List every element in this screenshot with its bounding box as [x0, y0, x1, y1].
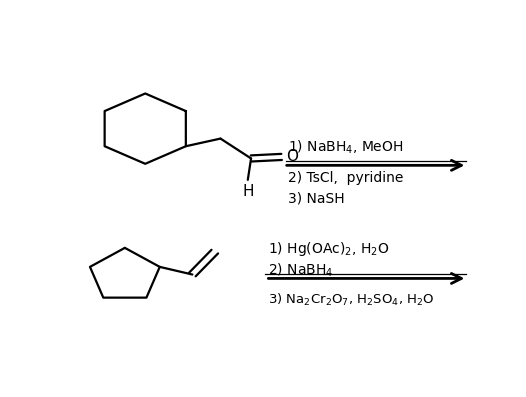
Text: 3) NaSH: 3) NaSH	[288, 192, 345, 206]
Text: 3) Na$_2$Cr$_2$O$_7$, H$_2$SO$_4$, H$_2$O: 3) Na$_2$Cr$_2$O$_7$, H$_2$SO$_4$, H$_2$…	[268, 292, 434, 308]
Text: O: O	[286, 149, 298, 164]
Text: 2) NaBH$_4$: 2) NaBH$_4$	[268, 262, 333, 279]
Text: 1) NaBH$_4$, MeOH: 1) NaBH$_4$, MeOH	[288, 138, 403, 156]
Text: 2) TsCl,  pyridine: 2) TsCl, pyridine	[288, 171, 403, 185]
Text: 1) Hg(OAc)$_2$, H$_2$O: 1) Hg(OAc)$_2$, H$_2$O	[268, 241, 389, 258]
Text: H: H	[242, 185, 254, 199]
